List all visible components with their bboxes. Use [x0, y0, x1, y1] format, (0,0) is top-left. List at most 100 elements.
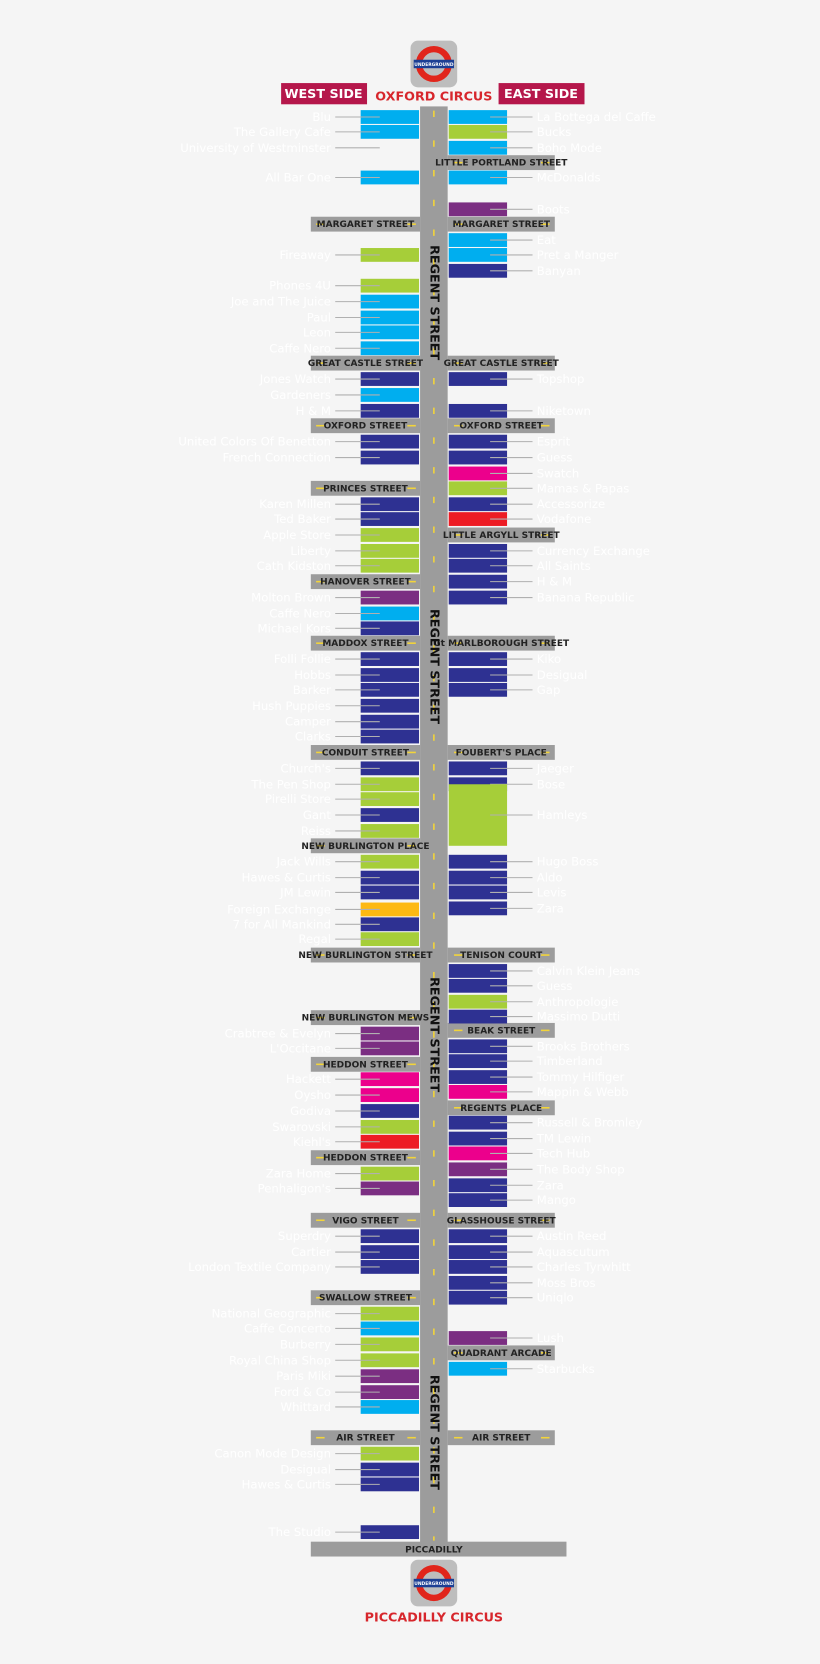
shop-block — [360, 1260, 420, 1274]
cross-street — [447, 418, 555, 434]
shop-name: Mango — [537, 1193, 576, 1207]
shop-name: Karen Millen — [259, 497, 331, 511]
shop-block — [360, 1337, 420, 1352]
shop-name: National Geographic — [212, 1307, 331, 1321]
shop-name: Austin Reed — [537, 1229, 607, 1243]
shop-name: Mamas & Papas — [537, 481, 630, 495]
shop-name: TM Lewin — [536, 1132, 592, 1146]
shop-block — [360, 170, 420, 185]
logo-text: UNDERGROUND — [414, 62, 454, 68]
shop-name: L'Occitane — [270, 1041, 331, 1055]
shop-name: Caffe Nero — [269, 341, 331, 355]
shop-name: French Connection — [223, 451, 331, 465]
street-label: VIGO STREET — [332, 1216, 399, 1226]
west-header-bg — [281, 83, 368, 105]
road-label: REGENT STREET — [427, 245, 442, 360]
cross-street — [447, 947, 555, 963]
street-label: AIR STREET — [336, 1434, 395, 1444]
shop-name: Lush — [537, 1331, 564, 1345]
shop-block — [360, 621, 420, 636]
shop-name: Bucks — [537, 125, 572, 139]
shop-name: Crabtree & Evelyn — [225, 1027, 331, 1041]
shop-name: Joe and The Juice — [230, 295, 331, 309]
shop-block — [448, 1193, 508, 1207]
shop-block — [360, 870, 420, 885]
shop-block — [360, 606, 420, 621]
cross-street — [447, 1100, 555, 1116]
street-label: GLASSHOUSE STREET — [447, 1216, 557, 1226]
shop-block — [448, 901, 508, 916]
shop-name: Molton Brown — [251, 591, 331, 605]
street-label: LITTLE PORTLAND STREET — [435, 159, 568, 169]
east-header-bg — [498, 83, 585, 105]
cross-street — [447, 1345, 555, 1361]
shop-block — [448, 978, 508, 993]
shop-block — [448, 590, 508, 605]
shop-block — [360, 1134, 420, 1149]
east-header: EAST SIDE — [504, 86, 578, 101]
shop-name: Hush Puppies — [252, 699, 331, 713]
cross-street — [310, 838, 421, 854]
shop-block — [360, 1104, 420, 1118]
shop-block — [448, 1054, 508, 1069]
shop-block — [360, 388, 420, 402]
shop-block — [360, 1446, 420, 1461]
shop-name: McDonalds — [537, 171, 601, 185]
street-label: MARGARET STREET — [452, 220, 550, 230]
shop-block — [448, 1131, 508, 1146]
shop-name: Barker — [293, 683, 331, 697]
street-label: PRINCES STREET — [323, 484, 409, 494]
shop-name: Hawes & Curtis — [242, 871, 331, 885]
shop-block — [448, 1260, 508, 1274]
logo-bar — [413, 1578, 455, 1588]
cross-street — [310, 1056, 421, 1072]
shop-name: Superdry — [278, 1229, 331, 1243]
shop-name: Camper — [285, 715, 331, 729]
logo-bar — [413, 59, 455, 69]
shop-name: Godiva — [290, 1104, 331, 1118]
west-header: WEST SIDE — [284, 86, 362, 101]
shop-name: Michael Kors — [258, 621, 331, 635]
shop-block — [360, 668, 420, 682]
shop-block — [360, 1088, 420, 1102]
street-label: LITTLE ARGYLL STREET — [443, 531, 561, 541]
shop-block — [360, 729, 420, 744]
street-label: HEDDON STREET — [323, 1154, 409, 1164]
shop-block — [448, 885, 508, 900]
street-label: HANOVER STREET — [320, 578, 411, 588]
street-label: REGENTS PLACE — [460, 1104, 542, 1114]
shop-block — [448, 1162, 508, 1177]
cross-street — [310, 1010, 421, 1026]
street-label: AIR STREET — [472, 1434, 531, 1444]
shop-name: H & M — [537, 575, 572, 589]
shop-name: Pret a Manger — [537, 248, 619, 262]
shop-block — [448, 870, 508, 885]
shop-name: Paris Miki — [276, 1369, 331, 1383]
shop-name: Kiehl's — [293, 1135, 331, 1149]
shop-name: Tommy Hilfiger — [536, 1070, 625, 1084]
shop-name: Gardeners — [270, 388, 331, 402]
shop-block — [360, 558, 420, 573]
shop-name: Guess — [537, 451, 573, 465]
shop-block — [360, 777, 420, 792]
shop-block — [360, 1026, 420, 1041]
shop-name: Boots — [537, 202, 570, 216]
shop-name: Gap — [537, 683, 561, 697]
cross-street — [447, 1430, 555, 1446]
shop-name: Calvin Klein Jeans — [537, 964, 640, 978]
shop-block — [360, 1072, 420, 1087]
shop-name: Anthropologie — [537, 995, 619, 1009]
shop-name: Aquascutum — [537, 1245, 610, 1259]
shop-block — [448, 1229, 508, 1244]
shop-name: La Bottega del Caffe — [537, 110, 656, 124]
shop-name: Hugo Boss — [537, 855, 599, 869]
shop-block — [360, 590, 420, 605]
shop-block — [448, 1070, 508, 1084]
shop-block — [360, 1477, 420, 1492]
shop-block — [360, 124, 420, 139]
road-label: REGENT STREET — [427, 977, 442, 1092]
shop-block — [448, 1275, 508, 1290]
shop-name: Folli Follie — [274, 652, 331, 666]
shop-name: Tech Hub — [536, 1146, 590, 1160]
shop-name: Royal China Shop — [229, 1353, 331, 1367]
